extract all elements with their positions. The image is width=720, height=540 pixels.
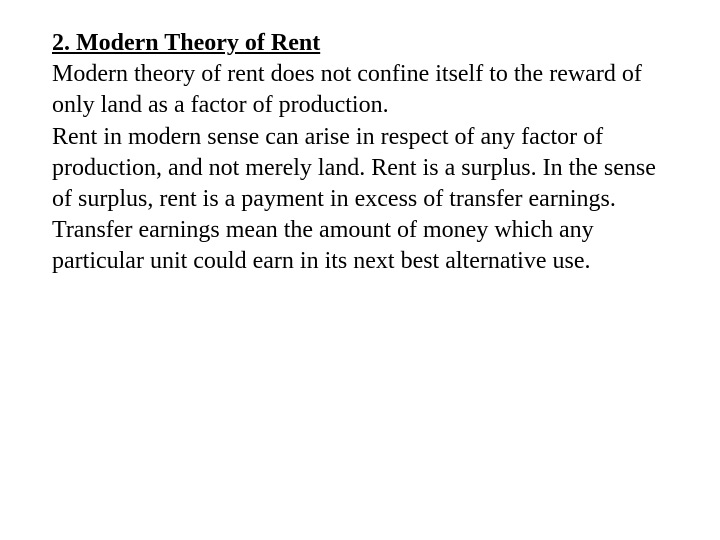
section-heading: 2. Modern Theory of Rent (52, 28, 668, 59)
document-content: 2. Modern Theory of Rent Modern theory o… (52, 28, 668, 278)
paragraph-3: Transfer earnings mean the amount of mon… (52, 215, 668, 277)
paragraph-2: Rent in modern sense can arise in respec… (52, 122, 668, 216)
paragraph-1: Modern theory of rent does not confine i… (52, 59, 668, 121)
